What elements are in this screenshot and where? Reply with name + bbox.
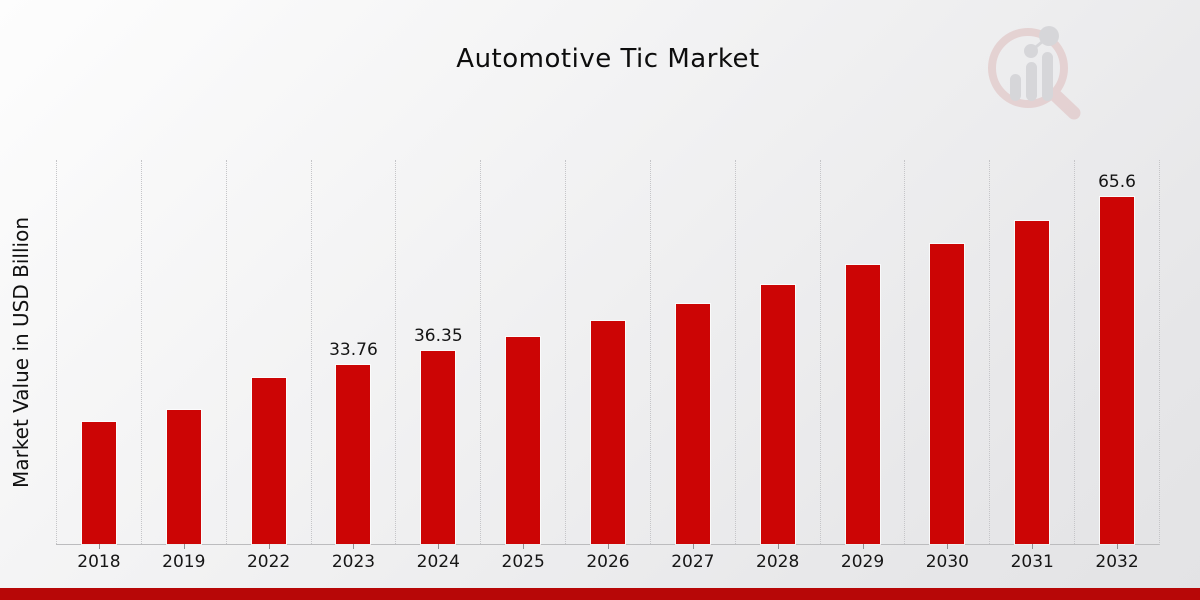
bar-2023 (336, 365, 371, 544)
bar-2022 (251, 377, 286, 544)
plot-area: 2018 2019 2022 33.76 2023 36.35 2024 2025 2026 20… (56, 160, 1160, 572)
market-research-future-logo-icon (988, 26, 1081, 120)
bar-value-label-2023: 33.76 (329, 340, 378, 361)
bottom-accent-band (0, 588, 1200, 600)
x-axis-label-2019: 2019 (162, 552, 206, 572)
x-axis-tick (947, 544, 949, 549)
x-axis-label-2029: 2029 (840, 552, 885, 572)
x-axis-label-2023: 2023 (331, 552, 376, 572)
bar-2030 (930, 244, 965, 544)
bar-2024 (421, 351, 456, 544)
bar-2018 (81, 421, 116, 544)
x-axis-tick (607, 544, 609, 549)
x-axis-tick (777, 544, 779, 549)
x-axis-tick (692, 544, 694, 549)
x-axis-tick (438, 544, 440, 549)
x-axis-tick (1117, 544, 1119, 549)
chart-column-2032: 65.6 2032 (1074, 160, 1159, 572)
chart-column-2028: 2028 (734, 160, 820, 572)
x-axis-label-2027: 2027 (671, 552, 715, 572)
x-axis-label-2032: 2032 (1095, 552, 1139, 572)
chart-column-2024: 36.35 2024 (395, 160, 480, 572)
chart-column-2018: 2018 (56, 160, 141, 572)
chart-column-2027: 2027 (649, 160, 735, 572)
chart-column-2023: 33.76 2023 (310, 160, 396, 572)
x-axis-tick (862, 544, 864, 549)
chart-column-2019: 2019 (140, 160, 226, 572)
bar-2028 (760, 285, 795, 544)
bar-2032 (1100, 196, 1135, 544)
bar-value-label-2024: 36.35 (413, 326, 463, 347)
bar-2029 (845, 265, 880, 544)
bar-value-label-2032: 65.6 (1098, 171, 1136, 192)
bar-2025 (506, 336, 541, 544)
chart-column-2025: 2025 (480, 160, 565, 572)
x-axis-label-2018: 2018 (77, 552, 121, 572)
x-axis-tick (353, 544, 355, 549)
x-axis-label-2026: 2026 (586, 552, 630, 572)
x-axis-tick (523, 544, 525, 549)
x-axis-label-2022: 2022 (246, 552, 291, 572)
bar-2031 (1015, 220, 1050, 544)
x-axis-tick (98, 544, 100, 549)
bar-2019 (166, 410, 201, 544)
chart-column-2026: 2026 (565, 160, 650, 572)
x-axis-tick (268, 544, 270, 549)
x-axis-label-2031: 2031 (1010, 552, 1054, 572)
bar-2027 (675, 303, 710, 544)
x-axis-tick (183, 544, 185, 549)
y-axis-label: Market Value in USD Billion (0, 160, 42, 545)
bar-2026 (590, 321, 625, 544)
chart-column-2030: 2030 (904, 160, 989, 572)
chart-column-2022: 2022 (225, 160, 311, 572)
x-axis-tick (1032, 544, 1034, 549)
chart-column-2029: 2029 (819, 160, 905, 572)
x-axis-label-2030: 2030 (925, 552, 969, 572)
chart-column-2031: 2031 (989, 160, 1074, 572)
chart-title: Automotive Tic Market (456, 44, 760, 74)
x-axis-label-2028: 2028 (756, 552, 800, 572)
x-axis-label-2024: 2024 (416, 552, 460, 572)
x-axis-label-2025: 2025 (501, 552, 545, 572)
y-axis-label-text: Market Value in USD Billion (9, 217, 33, 488)
